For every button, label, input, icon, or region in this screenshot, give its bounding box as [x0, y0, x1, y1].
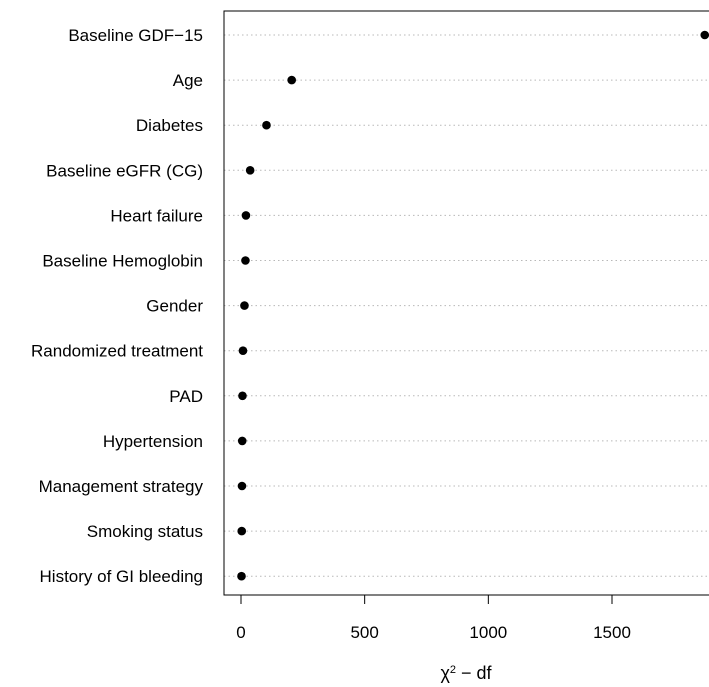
x-axis-label-rest: − df: [456, 663, 493, 683]
category-label: Gender: [146, 297, 203, 316]
category-label: Baseline Hemoglobin: [42, 252, 203, 271]
x-tick-label: 0: [236, 623, 245, 642]
data-point: [240, 301, 249, 310]
category-label: Diabetes: [136, 116, 203, 135]
category-label: Hypertension: [103, 432, 203, 451]
category-label: Randomized treatment: [31, 342, 203, 361]
data-point: [262, 120, 271, 130]
data-point: [238, 346, 248, 356]
category-label: Age: [173, 71, 203, 90]
data-point: [241, 256, 250, 265]
x-axis-label-sup: 2: [450, 664, 456, 676]
category-labels: Baseline GDF−15 Age Diabetes Baseline eGFR …: [31, 26, 203, 586]
category-label: Baseline eGFR (CG): [46, 161, 203, 180]
x-axis: 0 500 1000 1500: [236, 594, 631, 642]
data-point: [237, 436, 247, 446]
category-label: PAD: [169, 387, 203, 406]
category-label: History of GI bleeding: [40, 567, 203, 586]
data-point: [237, 571, 246, 581]
data-point: [241, 211, 251, 220]
data-point: [237, 481, 247, 491]
data-point: [700, 30, 709, 40]
grid-layer: [224, 34, 709, 577]
data-point: [245, 166, 255, 175]
x-axis-label-base: χ: [440, 663, 450, 683]
data-point: [237, 526, 247, 536]
x-tick-label: 1500: [593, 623, 631, 642]
category-label: Smoking status: [87, 522, 203, 541]
data-points: [237, 30, 709, 581]
data-point: [287, 75, 297, 85]
x-axis-label: χ2 − df: [440, 663, 492, 683]
x-tick-label: 1000: [469, 623, 507, 642]
data-point: [238, 391, 247, 401]
category-label: Heart failure: [110, 206, 203, 225]
category-label: Management strategy: [39, 477, 204, 496]
x-tick-label: 500: [350, 623, 378, 642]
category-label: Baseline GDF−15: [68, 26, 203, 45]
plot-frame: [223, 10, 709, 596]
